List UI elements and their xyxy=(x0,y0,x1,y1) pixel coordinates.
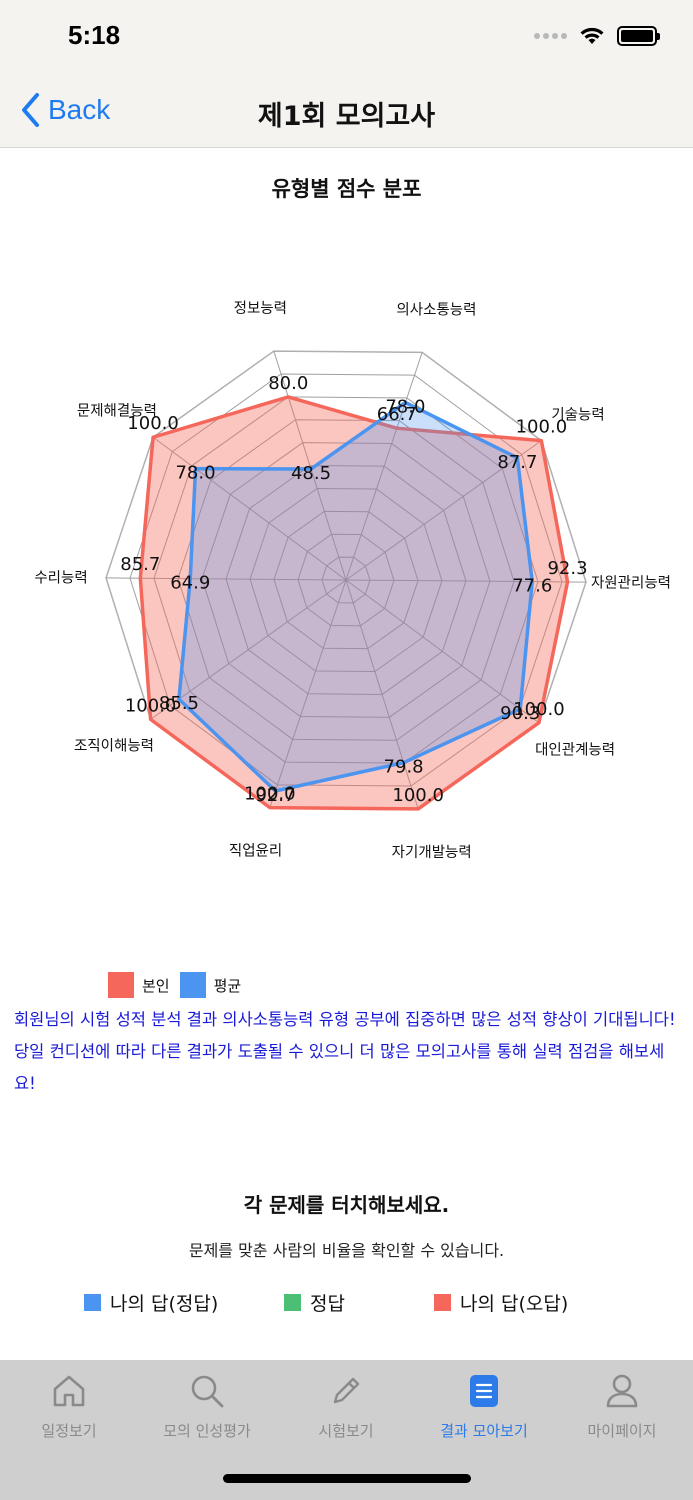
data-label: 85.7 xyxy=(120,554,160,575)
legend-label-average: 평균 xyxy=(213,976,242,995)
list-icon xyxy=(470,1375,498,1407)
back-label: Back xyxy=(48,94,111,125)
series-area-1 xyxy=(177,400,534,793)
legend-item-self: 본인 xyxy=(108,972,170,998)
grid-spoke xyxy=(345,579,419,810)
chevron-left-icon xyxy=(22,93,39,127)
data-label: 100.0 xyxy=(127,413,179,434)
axis-label: 정보능력 xyxy=(234,300,287,317)
data-label: 66.7 xyxy=(377,404,417,425)
home-indicator xyxy=(223,1474,471,1483)
axis-label: 대인관계능력 xyxy=(535,742,615,759)
tab-personality-test[interactable]: 모의 인성평가 xyxy=(138,1372,276,1441)
data-label: 90.3 xyxy=(500,703,540,724)
data-label: 92.3 xyxy=(547,558,587,579)
tab-label-my-page: 마이페이지 xyxy=(587,1422,657,1440)
data-label: 85.5 xyxy=(159,693,199,714)
tab-results[interactable]: 결과 모아보기 xyxy=(415,1372,553,1441)
legend-swatch-average xyxy=(179,972,206,998)
data-label: 87.7 xyxy=(497,452,537,473)
data-label: 100.0 xyxy=(244,784,296,805)
legend-item-average: 평균 xyxy=(179,972,242,998)
status-time: 5:18 xyxy=(68,20,121,50)
answer-legend-my-wrong: 나의 답(오답) xyxy=(434,1289,568,1316)
answer-label-my-correct: 나의 답(정답) xyxy=(110,1293,219,1315)
data-label: 100.0 xyxy=(392,785,444,806)
analysis-message: 회원님의 시험 성적 분석 결과 의사소통능력 유형 공부에 집중하면 많은 성… xyxy=(14,1010,676,1093)
legend-swatch-self xyxy=(108,972,134,998)
axis-label: 수리능력 xyxy=(34,570,87,587)
axis-label: 기술능력 xyxy=(551,406,604,423)
grid-spoke xyxy=(345,352,423,581)
battery-icon xyxy=(617,26,660,46)
navigation-bar: Back 제1회 모의고사 xyxy=(0,78,693,148)
chart-title: 유형별 점수 분포 xyxy=(271,177,422,201)
home-icon xyxy=(53,1375,85,1407)
tab-label-schedule: 일정보기 xyxy=(41,1422,97,1440)
data-label: 100.0 xyxy=(516,417,568,438)
page-title: 제1회 모의고사 xyxy=(257,101,436,132)
status-bar: 5:18 xyxy=(0,0,693,78)
axis-label: 의사소통능력 xyxy=(396,302,476,319)
axis-label: 자원관리능력 xyxy=(591,574,671,591)
person-icon xyxy=(606,1374,638,1408)
data-label: 77.6 xyxy=(512,576,552,597)
touch-subtitle: 문제를 맞춘 사람의 비율을 확인할 수 있습니다. xyxy=(188,1241,505,1260)
pencil-icon xyxy=(333,1377,360,1404)
data-label: 48.5 xyxy=(291,463,331,484)
data-label: 78.0 xyxy=(385,396,425,417)
data-label: 78.0 xyxy=(175,463,215,484)
grid-spoke xyxy=(345,579,586,583)
grid-spoke xyxy=(345,440,542,581)
data-label: 64.9 xyxy=(170,573,210,594)
answer-legend: 나의 답(정답) 정답 나의 답(오답) xyxy=(84,1289,644,1319)
data-label: 80.0 xyxy=(268,373,308,394)
answer-swatch-my-correct xyxy=(84,1294,101,1311)
tab-label-results: 결과 모아보기 xyxy=(440,1422,528,1440)
data-label: 79.8 xyxy=(384,757,424,778)
data-label: 100.0 xyxy=(125,695,177,716)
back-button[interactable]: Back xyxy=(20,92,110,128)
axis-label: 직업윤리 xyxy=(229,842,282,859)
data-label: 100.0 xyxy=(513,699,565,720)
chart-legend: 본인 평균 xyxy=(108,972,241,998)
answer-label-my-wrong: 나의 답(오답) xyxy=(460,1293,569,1315)
signal-icon xyxy=(534,33,567,39)
axis-label: 조직이해능력 xyxy=(74,738,154,755)
answer-swatch-my-wrong xyxy=(434,1294,451,1311)
tab-bar: 일정보기 모의 인성평가 시험보기 결과 모아보기 마이페이지 xyxy=(0,1360,693,1500)
tab-schedule[interactable]: 일정보기 xyxy=(0,1372,138,1441)
tab-take-exam[interactable]: 시험보기 xyxy=(277,1372,415,1441)
status-icons xyxy=(534,26,660,46)
tab-label-take-exam: 시험보기 xyxy=(318,1422,374,1440)
axis-label: 자기개발능력 xyxy=(392,844,472,861)
tab-label-personality-test: 모의 인성평가 xyxy=(163,1422,251,1440)
touch-title: 각 문제를 터치해보세요. xyxy=(243,1193,450,1217)
search-icon xyxy=(191,1375,224,1408)
grid-spoke xyxy=(106,577,347,581)
answer-legend-correct: 정답 xyxy=(284,1289,345,1316)
wifi-icon xyxy=(580,27,604,44)
legend-label-self: 본인 xyxy=(142,976,170,995)
data-label: 92.7 xyxy=(255,785,295,806)
series-area-0 xyxy=(138,395,570,811)
grid-spoke xyxy=(345,579,540,724)
axis-label: 문제해결능력 xyxy=(77,402,157,419)
grid-spoke xyxy=(152,436,347,581)
answer-swatch-correct xyxy=(284,1294,301,1311)
grid-spoke xyxy=(269,579,347,808)
answer-label-correct: 정답 xyxy=(310,1293,345,1315)
tab-my-page[interactable]: 마이페이지 xyxy=(553,1372,691,1441)
answer-legend-my-correct: 나의 답(정답) xyxy=(84,1289,218,1316)
grid-spoke xyxy=(150,579,347,720)
grid-spoke xyxy=(273,350,347,581)
